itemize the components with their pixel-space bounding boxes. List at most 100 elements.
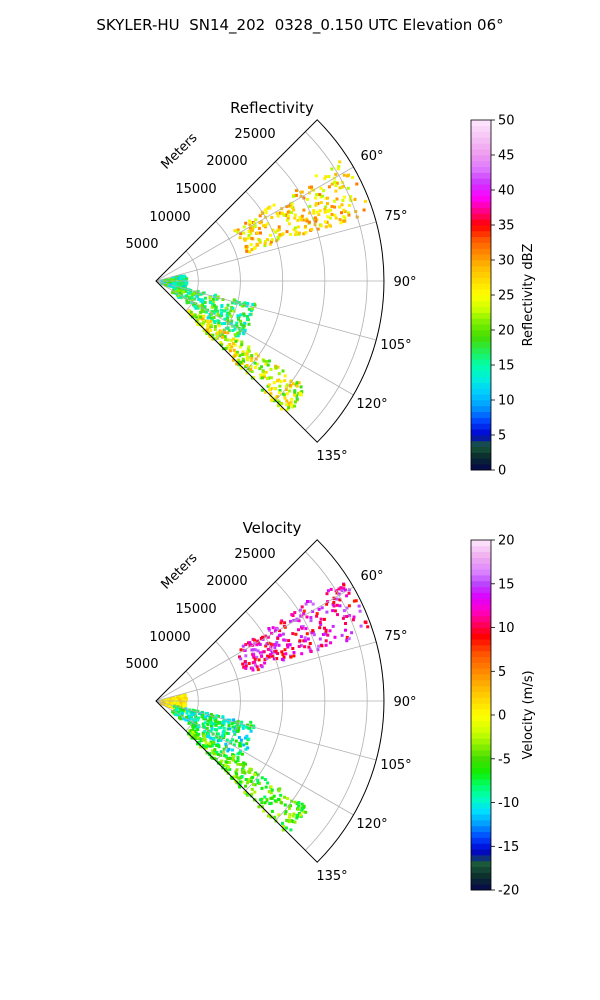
- echo-gate: [287, 222, 291, 226]
- colorbar-tick-label: -20: [498, 884, 519, 899]
- colorbar-segment: [471, 668, 491, 675]
- echo-gate: [190, 298, 194, 302]
- echo-gate: [197, 297, 201, 301]
- echo-gate: [277, 643, 281, 647]
- echo-gate: [229, 314, 233, 318]
- angle-tick-label: 135°: [316, 869, 347, 884]
- echo-gate: [257, 226, 261, 230]
- colorbar-segment: [471, 633, 491, 640]
- echo-gate: [224, 338, 228, 341]
- radial-tick-label: 5000: [125, 657, 158, 672]
- echo-gate: [232, 348, 236, 352]
- echo-gate: [237, 736, 241, 739]
- echo-gate: [309, 619, 313, 623]
- azimuth-gridline: [155, 280, 377, 341]
- echo-gate: [242, 665, 246, 669]
- echo-gate: [269, 392, 273, 396]
- echo-gate: [342, 587, 346, 591]
- colorbar-segment: [471, 697, 491, 704]
- echo-gate: [281, 369, 285, 373]
- colorbar-segment: [471, 271, 491, 278]
- colorbar-segment: [471, 464, 491, 471]
- echo-gate: [318, 626, 322, 630]
- echo-gate: [194, 736, 198, 740]
- echo-gate: [320, 194, 324, 198]
- echo-gate: [193, 291, 197, 295]
- echo-gate: [285, 408, 289, 412]
- echo-gate: [330, 212, 334, 216]
- echo-gate: [204, 711, 208, 715]
- echo-gate: [271, 397, 275, 401]
- azimuth-gridline: [155, 586, 354, 702]
- echo-gate: [181, 290, 185, 294]
- echo-gate: [319, 201, 323, 205]
- echo-gate: [249, 243, 253, 247]
- echo-gate: [207, 323, 210, 327]
- echo-gate: [245, 352, 249, 356]
- echo-gate: [269, 233, 272, 237]
- echo-gate: [293, 226, 297, 230]
- echo-gate: [296, 225, 300, 229]
- echo-gate: [273, 646, 277, 650]
- echo-gate: [229, 309, 233, 313]
- echo-gate: [186, 718, 190, 722]
- echo-gate: [357, 604, 361, 608]
- echo-gate: [203, 296, 207, 300]
- colorbar-segment: [471, 429, 491, 436]
- azimuth-gridline: [155, 700, 354, 816]
- echo-gate: [274, 230, 278, 234]
- echo-gate: [335, 597, 339, 601]
- echo-gate: [179, 702, 183, 706]
- grid: [155, 131, 384, 431]
- echo-gate: [228, 342, 232, 346]
- echo-gate: [306, 600, 309, 603]
- echo-gate: [245, 356, 249, 360]
- echo-gate: [251, 654, 255, 658]
- echo-gate: [248, 313, 252, 317]
- colorbar-segment: [471, 691, 491, 698]
- radial-tick-label: 15000: [175, 602, 216, 617]
- echo-gate: [284, 388, 288, 392]
- echo-gate: [243, 790, 247, 794]
- echo-gate: [254, 352, 258, 356]
- echo-gate: [324, 220, 327, 224]
- echo-gate: [295, 394, 299, 398]
- echo-gate: [173, 697, 176, 701]
- echo-gate: [285, 205, 289, 209]
- colorbar-tick-label: 5: [498, 665, 506, 680]
- echo-gate: [312, 209, 316, 213]
- colorbar-segment: [471, 709, 491, 716]
- echo-gate: [179, 289, 183, 293]
- echo-gate: [258, 651, 262, 655]
- echo-gate: [335, 591, 339, 595]
- colorbar-segment: [471, 347, 491, 354]
- echo-gate: [223, 331, 227, 334]
- echo-gate: [306, 197, 309, 201]
- echo-gate: [314, 196, 318, 200]
- colorbar-segment: [471, 569, 491, 576]
- echo-gate: [211, 749, 215, 753]
- echo-gate: [247, 345, 251, 349]
- echo-gate: [304, 602, 308, 606]
- colorbar-segment: [471, 738, 491, 745]
- echo-gate: [331, 602, 335, 606]
- echo-gate: [250, 236, 254, 240]
- echo-gate: [278, 633, 282, 637]
- echo-gate: [221, 715, 225, 719]
- echo-gate: [274, 649, 278, 653]
- echo-gate: [286, 643, 289, 647]
- echo-gate: [298, 216, 302, 220]
- echo-gate: [178, 274, 182, 278]
- echo-gate: [222, 726, 226, 730]
- echo-gate: [327, 175, 331, 179]
- echo-gate: [205, 328, 209, 332]
- echo-gate: [238, 236, 242, 240]
- echo-gate: [265, 798, 269, 802]
- echo-gate: [201, 722, 205, 726]
- colorbar-segment: [471, 376, 491, 383]
- echo-gate: [233, 327, 237, 331]
- echo-gate: [308, 647, 312, 651]
- echo-gate: [281, 392, 285, 396]
- echo-gate: [323, 632, 327, 636]
- echo-gate: [232, 775, 236, 779]
